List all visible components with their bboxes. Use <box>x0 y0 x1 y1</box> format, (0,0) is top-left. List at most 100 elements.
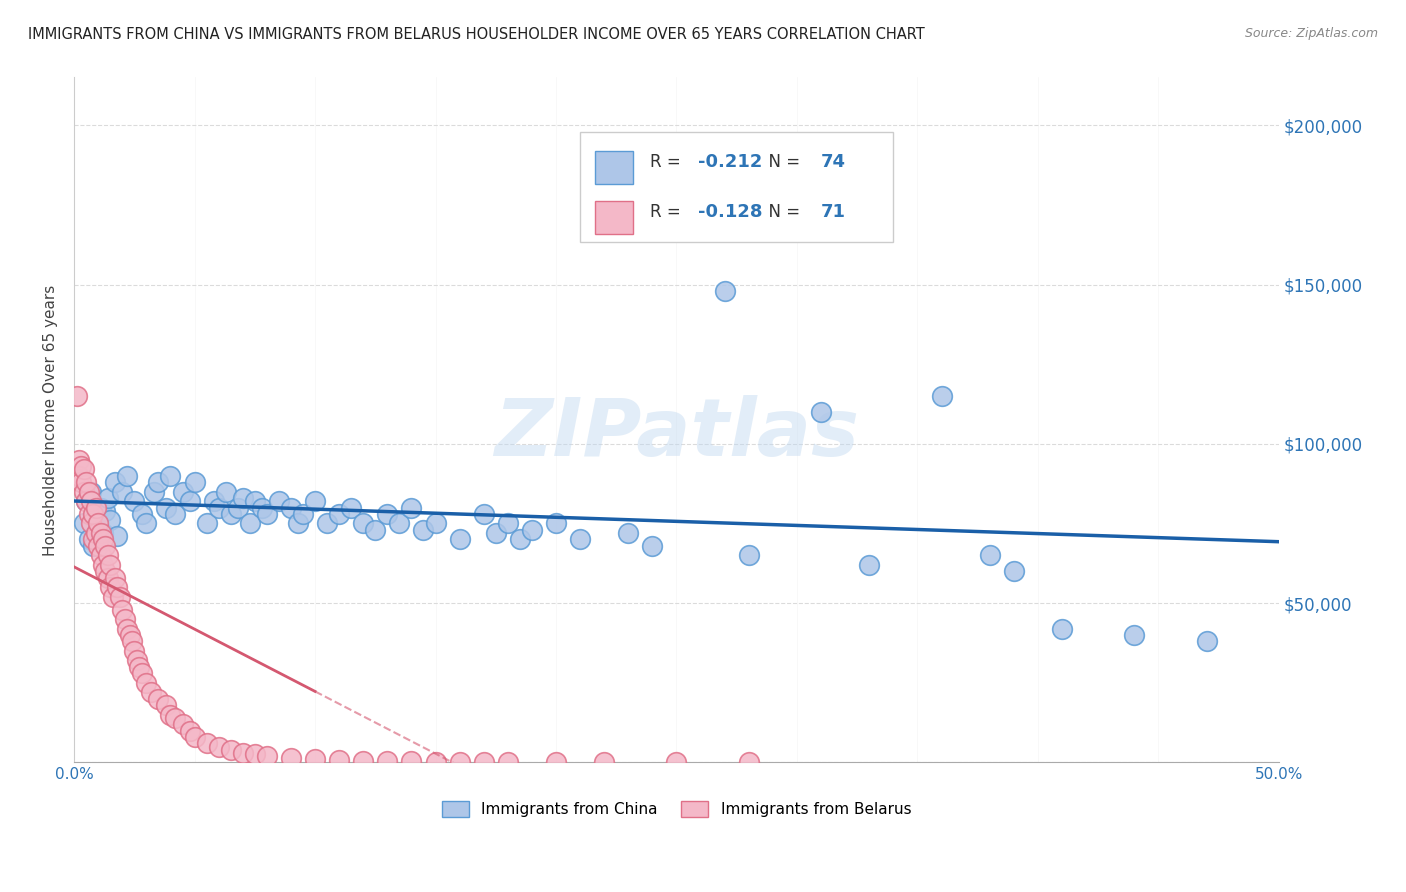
Point <box>121 634 143 648</box>
Point <box>84 500 107 515</box>
Point <box>256 749 278 764</box>
Point <box>172 717 194 731</box>
Point <box>131 507 153 521</box>
Text: IMMIGRANTS FROM CHINA VS IMMIGRANTS FROM BELARUS HOUSEHOLDER INCOME OVER 65 YEAR: IMMIGRANTS FROM CHINA VS IMMIGRANTS FROM… <box>28 27 925 42</box>
Point <box>97 549 120 563</box>
Point <box>239 516 262 531</box>
Point <box>412 523 434 537</box>
Point <box>98 558 121 572</box>
Point <box>593 756 616 770</box>
Point <box>75 494 97 508</box>
Point <box>1195 634 1218 648</box>
Point <box>101 590 124 604</box>
Point <box>544 756 567 770</box>
Point <box>98 580 121 594</box>
Point <box>316 516 339 531</box>
FancyBboxPatch shape <box>581 132 893 242</box>
Point <box>142 484 165 499</box>
Point <box>232 746 254 760</box>
Text: Source: ZipAtlas.com: Source: ZipAtlas.com <box>1244 27 1378 40</box>
Point <box>931 389 953 403</box>
Point <box>280 750 302 764</box>
Text: N =: N = <box>758 153 806 171</box>
Point <box>118 628 141 642</box>
Point <box>104 571 127 585</box>
Point <box>472 755 495 769</box>
Point <box>425 516 447 531</box>
FancyBboxPatch shape <box>595 201 633 234</box>
Point <box>267 494 290 508</box>
Point <box>593 198 616 212</box>
Point <box>135 675 157 690</box>
Point <box>82 507 104 521</box>
Legend: Immigrants from China, Immigrants from Belarus: Immigrants from China, Immigrants from B… <box>436 795 917 823</box>
Text: N =: N = <box>758 202 806 220</box>
Point <box>87 539 110 553</box>
Point <box>67 452 90 467</box>
Point <box>91 526 114 541</box>
Text: R =: R = <box>650 153 686 171</box>
Point <box>243 494 266 508</box>
Point <box>84 510 107 524</box>
Point <box>111 484 134 499</box>
Point <box>80 494 103 508</box>
Point <box>304 752 326 766</box>
Point <box>111 602 134 616</box>
Point <box>340 500 363 515</box>
Point <box>77 507 100 521</box>
Point <box>90 549 112 563</box>
Point <box>713 284 735 298</box>
Point <box>84 526 107 541</box>
Point <box>569 533 592 547</box>
Point <box>520 523 543 537</box>
Point <box>73 462 96 476</box>
Point <box>155 698 177 712</box>
Point <box>352 754 374 768</box>
FancyBboxPatch shape <box>595 152 633 185</box>
Point <box>107 580 129 594</box>
Point <box>208 739 231 754</box>
Point <box>80 484 103 499</box>
Point <box>87 523 110 537</box>
Point <box>75 475 97 489</box>
Point <box>738 756 761 770</box>
Point <box>73 516 96 531</box>
Point <box>148 475 170 489</box>
Point <box>77 533 100 547</box>
Point <box>496 516 519 531</box>
Point <box>97 571 120 585</box>
Point <box>115 622 138 636</box>
Point <box>401 500 423 515</box>
Point <box>77 484 100 499</box>
Point <box>449 533 471 547</box>
Point <box>401 755 423 769</box>
Point <box>292 507 315 521</box>
Point <box>124 644 146 658</box>
Point <box>165 711 187 725</box>
Point <box>179 494 201 508</box>
Point <box>232 491 254 505</box>
Point <box>115 468 138 483</box>
Point <box>1002 564 1025 578</box>
Point <box>1123 628 1146 642</box>
Point <box>810 405 832 419</box>
Point <box>114 612 136 626</box>
Point <box>280 500 302 515</box>
Point <box>449 755 471 769</box>
Y-axis label: Householder Income Over 65 years: Householder Income Over 65 years <box>44 285 58 556</box>
Point <box>328 753 350 767</box>
Point <box>65 389 87 403</box>
Point <box>80 516 103 531</box>
Point <box>388 516 411 531</box>
Point <box>641 539 664 553</box>
Point <box>195 736 218 750</box>
Point <box>202 494 225 508</box>
Text: 74: 74 <box>821 153 846 171</box>
Point <box>472 507 495 521</box>
Point <box>135 516 157 531</box>
Point <box>94 539 117 553</box>
Text: ZIPatlas: ZIPatlas <box>494 394 859 473</box>
Point <box>183 475 205 489</box>
Point <box>617 526 640 541</box>
Point <box>70 475 93 489</box>
